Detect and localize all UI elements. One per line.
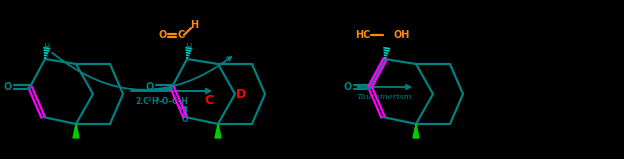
Text: 2: 2	[148, 97, 152, 102]
Text: 2.C: 2.C	[135, 97, 149, 106]
Text: O: O	[146, 82, 154, 92]
FancyArrowPatch shape	[52, 53, 231, 90]
Text: 5: 5	[156, 97, 159, 102]
Text: Tautomerism: Tautomerism	[356, 93, 412, 101]
Text: H: H	[185, 43, 191, 52]
Polygon shape	[215, 124, 221, 138]
Text: O: O	[182, 115, 188, 124]
Text: C: C	[177, 30, 185, 40]
FancyArrowPatch shape	[178, 105, 182, 109]
Text: –O–C–H: –O–C–H	[159, 97, 189, 106]
Text: H: H	[151, 97, 157, 106]
Text: C: C	[205, 94, 213, 107]
Text: O: O	[159, 30, 167, 40]
Text: O: O	[344, 82, 352, 92]
Text: D: D	[236, 87, 246, 100]
Text: H: H	[190, 20, 198, 30]
Text: HC: HC	[355, 30, 371, 40]
Text: H: H	[43, 43, 49, 52]
Polygon shape	[413, 124, 419, 138]
Text: O: O	[4, 82, 12, 92]
Text: OH: OH	[393, 30, 409, 40]
Polygon shape	[73, 124, 79, 138]
